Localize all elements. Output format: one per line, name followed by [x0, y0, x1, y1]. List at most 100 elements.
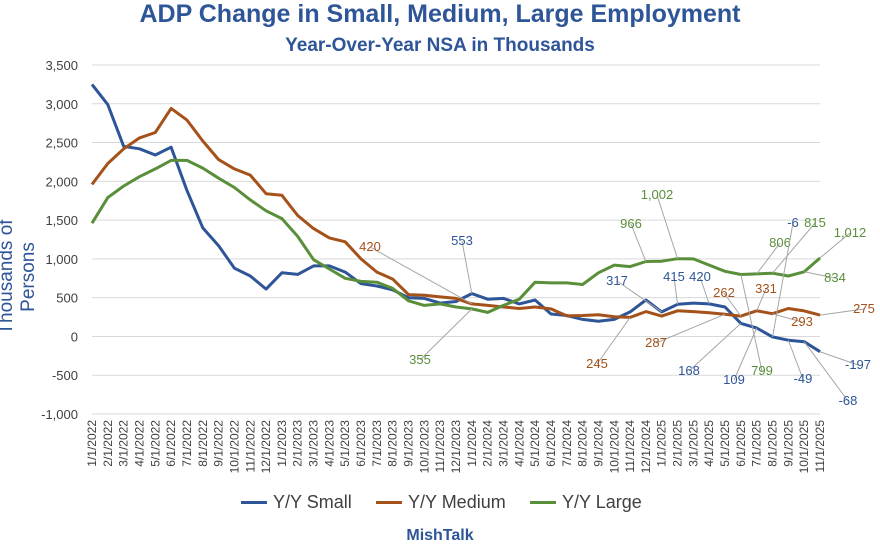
annotation-leader [819, 351, 859, 366]
x-tick-label: 9/1/2023 [402, 420, 416, 467]
data-label: 420 [689, 269, 711, 284]
x-tick-label: 4/1/2025 [702, 420, 716, 467]
data-label: 317 [606, 273, 628, 288]
data-label: 245 [586, 356, 608, 371]
annotation-leader [699, 276, 710, 305]
data-label: -6 [787, 215, 799, 230]
x-tick-label: 12/1/2024 [639, 420, 653, 474]
x-tick-label: 6/1/2025 [734, 420, 748, 467]
data-label: -68 [839, 393, 858, 408]
legend-swatch-large [530, 501, 556, 504]
x-tick-label: 11/1/2023 [433, 420, 447, 473]
series-line-large [90, 158, 821, 314]
x-tick-label: 10/1/2025 [797, 420, 811, 474]
x-tick-label: 8/1/2023 [386, 420, 400, 467]
x-tick-label: 12/1/2023 [449, 420, 463, 474]
x-tick-label: 5/1/2022 [148, 420, 162, 467]
data-label: 799 [751, 363, 773, 378]
data-label: -49 [794, 371, 813, 386]
x-tick-label: 7/1/2024 [560, 420, 574, 467]
x-tick-label: 7/1/2022 [180, 420, 194, 467]
series-line-small [90, 83, 821, 353]
annotation-leader [688, 323, 742, 372]
x-tick-label: 1/1/2022 [85, 420, 99, 467]
x-tick-label: 9/1/2024 [591, 420, 605, 467]
y-tick-label: 2,000 [45, 174, 78, 189]
y-tick-label: 3,500 [45, 58, 78, 73]
annotation-leader [756, 242, 781, 275]
data-label: 815 [804, 215, 826, 230]
legend-item-medium: Y/Y Medium [376, 492, 506, 513]
x-tick-label: 3/1/2022 [117, 420, 131, 467]
x-tick-label: 2/1/2025 [671, 420, 685, 467]
annotation-leader [461, 240, 473, 294]
annotation-leader [723, 292, 742, 317]
legend-label-medium: Y/Y Medium [408, 492, 506, 512]
data-label: -197 [845, 357, 871, 372]
annotation-leader [656, 194, 679, 259]
footer-brand: MishTalk [406, 527, 474, 544]
y-tick-label: -1,000 [41, 407, 78, 422]
y-tick-label: 2,500 [45, 136, 78, 151]
x-tick-label: 4/1/2024 [512, 420, 526, 467]
annotation-leader [419, 308, 473, 361]
x-tick-label: 8/1/2025 [766, 420, 780, 467]
x-tick-label: 3/1/2023 [307, 420, 321, 467]
x-tick-label: 11/1/2025 [813, 420, 827, 473]
annotation-leader [596, 317, 631, 365]
data-label: 1,002 [641, 187, 674, 202]
annotation-leader [630, 223, 647, 262]
annotation-leader [772, 222, 794, 337]
annotation-leader [740, 274, 763, 372]
data-label: 262 [713, 285, 735, 300]
x-tick-label: 11/1/2024 [623, 420, 637, 473]
data-label: 420 [359, 239, 381, 254]
annotation-leader [819, 232, 851, 259]
legend-item-large: Y/Y Large [530, 492, 642, 513]
x-tick-label: 10/1/2023 [417, 420, 431, 474]
x-tick-label: 1/1/2025 [655, 420, 669, 467]
annotation-leader [772, 313, 803, 323]
x-tick-label: 7/1/2025 [750, 420, 764, 467]
x-tick-label: 5/1/2023 [338, 420, 352, 467]
x-tick-label: 6/1/2024 [544, 420, 558, 467]
x-tick-label: 8/1/2022 [196, 420, 210, 467]
x-tick-label: 8/1/2024 [576, 420, 590, 467]
data-label: 293 [791, 314, 813, 329]
data-label: 834 [824, 270, 846, 285]
data-label: 806 [769, 235, 791, 250]
x-tick-label: 1/1/2023 [275, 420, 289, 467]
x-tick-label: 5/1/2024 [528, 420, 542, 467]
annotation-leader [803, 341, 849, 402]
y-tick-label: 0 [71, 329, 78, 344]
chart-subtitle: Year-Over-Year NSA in Thousands [285, 35, 595, 56]
x-tick-label: 4/1/2022 [132, 420, 146, 467]
legend-label-large: Y/Y Large [562, 492, 642, 512]
data-label: 109 [723, 372, 745, 387]
x-tick-label: 2/1/2023 [291, 420, 305, 467]
data-label: 287 [645, 335, 667, 350]
data-label: 553 [451, 233, 473, 248]
x-tick-label: 3/1/2025 [686, 420, 700, 467]
series-line-medium [90, 106, 821, 319]
y-tick-label: 1,000 [45, 252, 78, 267]
x-tick-label: 6/1/2023 [354, 420, 368, 467]
annotation-leader [804, 271, 836, 279]
annotation-leader [733, 327, 758, 381]
data-label: 415 [663, 269, 685, 284]
annotation-leader [819, 308, 865, 316]
legend-label-small: Y/Y Small [273, 492, 352, 512]
x-tick-label: 10/1/2022 [227, 420, 241, 474]
annotation-leader [673, 276, 679, 305]
x-tick-label: 3/1/2024 [496, 420, 510, 467]
y-tick-label: 500 [56, 291, 78, 306]
annotation-leader [655, 313, 726, 344]
annotation-leader [756, 288, 767, 311]
annotation-leader [369, 246, 473, 305]
x-tick-label: 10/1/2024 [607, 420, 621, 474]
x-tick-label: 6/1/2022 [164, 420, 178, 467]
chart-title: ADP Change in Small, Medium, Large Emplo… [139, 0, 741, 28]
data-label: 275 [853, 301, 875, 316]
annotation-leader [772, 222, 816, 274]
